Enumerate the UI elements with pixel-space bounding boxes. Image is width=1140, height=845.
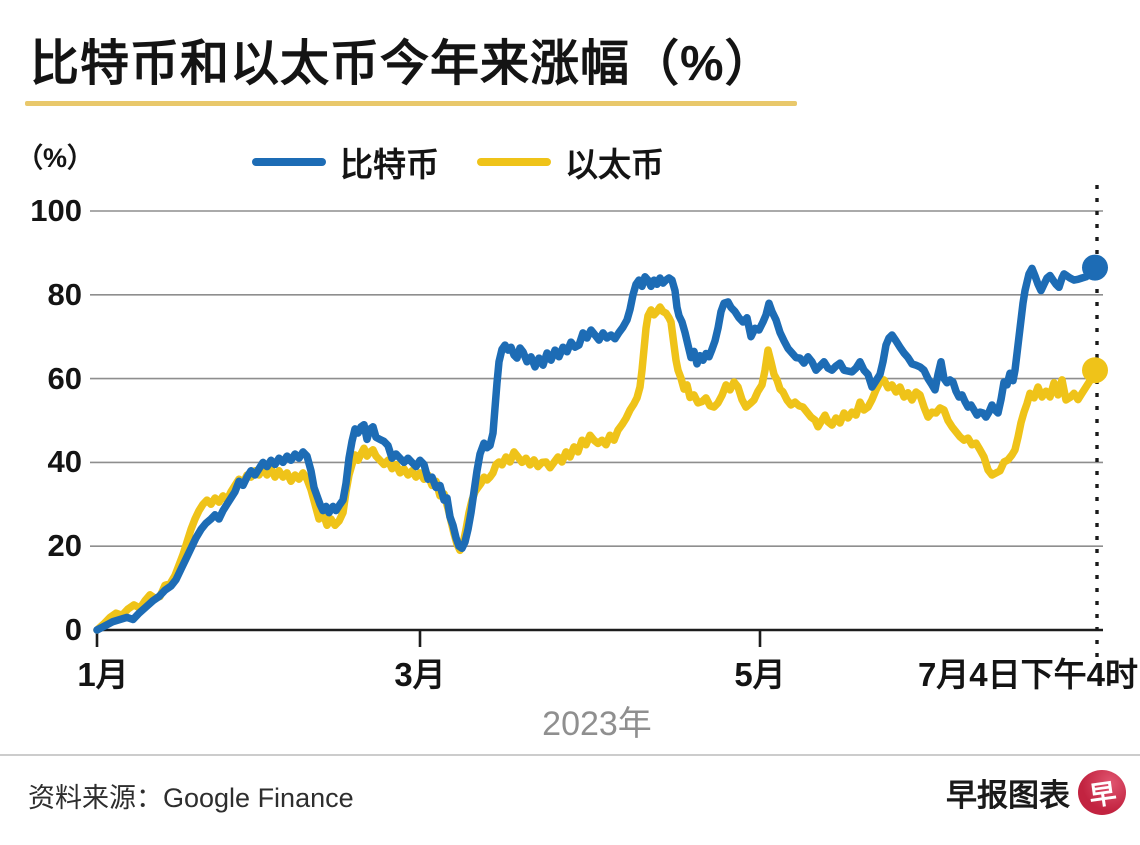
footer-divider xyxy=(0,754,1140,756)
x-tick-label: 3月 xyxy=(394,656,446,693)
legend-item-bitcoin: 比特币 xyxy=(252,138,439,186)
x-axis-year-label: 2023年 xyxy=(542,705,652,743)
series-end-dot-比特币 xyxy=(1082,254,1108,281)
page-title: 比特币和以太币今年来涨幅（%） xyxy=(30,37,775,91)
y-tick-label: 80 xyxy=(47,276,82,312)
y-tick-label: 0 xyxy=(64,612,82,647)
y-tick-label: 40 xyxy=(47,444,82,480)
legend-label-ethereum: 以太币 xyxy=(565,146,664,183)
series-end-dot-以太币 xyxy=(1082,357,1108,384)
publisher-credit: 早报图表 早 xyxy=(946,770,1126,815)
title-underline-rule xyxy=(25,101,797,106)
legend-label-bitcoin: 比特币 xyxy=(340,146,439,183)
source-attribution: 资料来源：Google Finance xyxy=(28,783,354,813)
x-tick-label: 7月4日下午4时 xyxy=(917,656,1138,693)
legend-item-ethereum: 以太币 xyxy=(477,138,664,186)
y-tick-label: 100 xyxy=(30,193,82,228)
ethereum-line-swatch-icon xyxy=(477,158,551,166)
y-tick-label: 60 xyxy=(47,360,82,396)
bitcoin-line-swatch-icon xyxy=(252,158,326,166)
series-line-以太币 xyxy=(93,303,1101,634)
chart-legend: 比特币 以太币 xyxy=(252,138,664,186)
y-axis-unit-label: （%） xyxy=(16,143,95,173)
series-line-比特币 xyxy=(93,263,1101,634)
x-tick-label: 5月 xyxy=(734,656,786,693)
x-tick-label: 1月 xyxy=(77,656,129,693)
y-tick-label: 20 xyxy=(47,528,82,564)
credit-label: 早报图表 xyxy=(946,778,1070,813)
zaobao-logo-icon: 早 xyxy=(1078,770,1126,815)
